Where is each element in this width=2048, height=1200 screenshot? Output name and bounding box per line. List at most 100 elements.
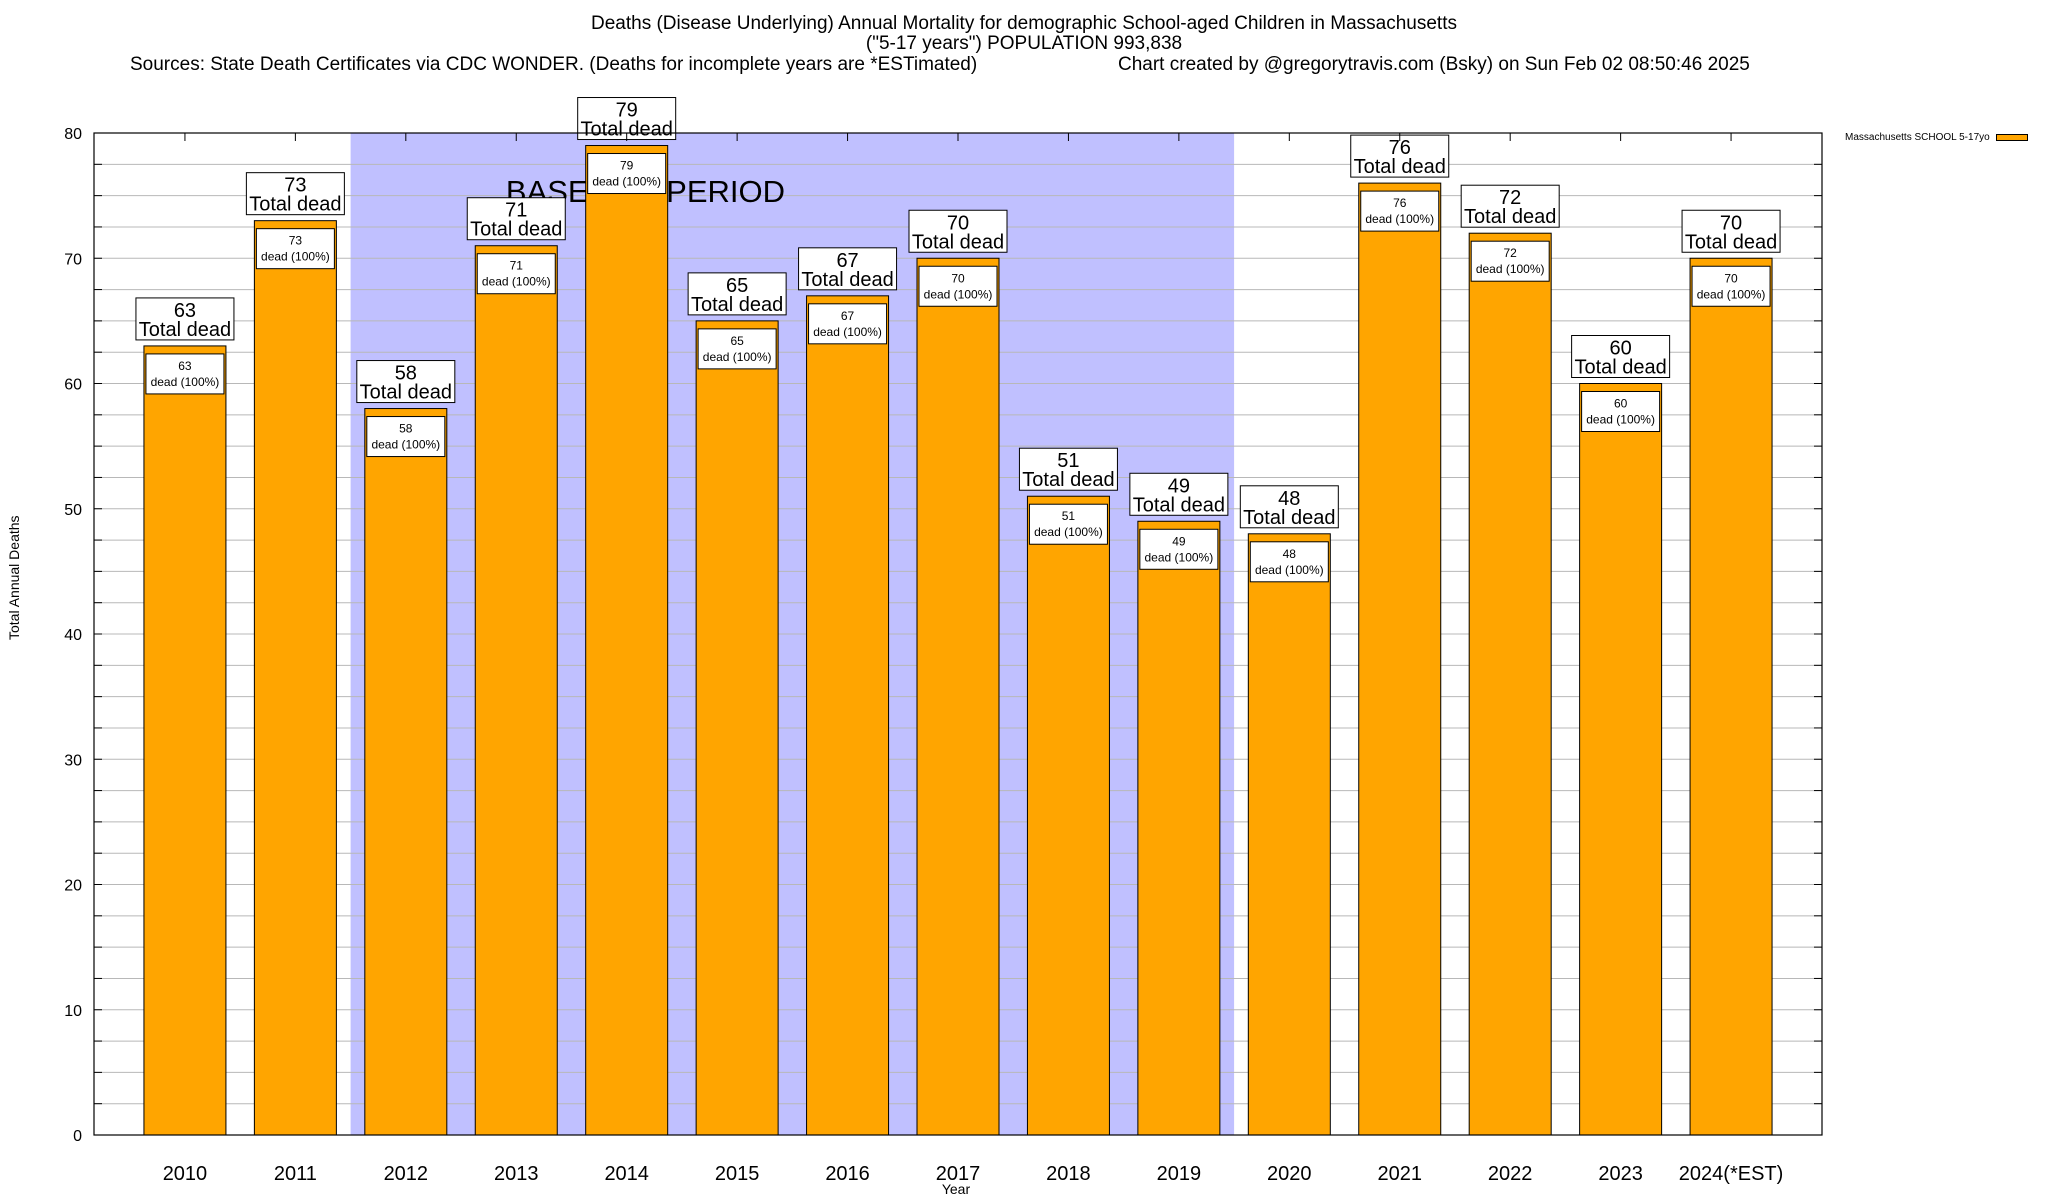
- bar-inner-percent-label: dead (100%): [592, 175, 661, 189]
- bar-total-label-box: [1239, 485, 1339, 529]
- bar-inner-value-label: 48: [1283, 547, 1297, 561]
- bar-total-text-label: Total dead: [1133, 494, 1225, 516]
- bar-inner-label-box: [366, 416, 446, 458]
- x-tick-label: 2016: [825, 1163, 870, 1185]
- bar-inner-value-label: 67: [841, 309, 855, 323]
- bar: [1468, 232, 1552, 1136]
- x-tick-label: 2015: [715, 1163, 760, 1185]
- bar-total-text-label: Total dead: [801, 269, 893, 291]
- bar-total-value-label: 70: [947, 212, 969, 234]
- bar-total-value-label: 73: [284, 175, 306, 197]
- bar: [364, 408, 448, 1136]
- y-tick-label: 60: [64, 377, 82, 394]
- bar-inner-value-label: 72: [1504, 246, 1518, 260]
- bar-inner-percent-label: dead (100%): [1476, 262, 1545, 276]
- plot-frame: [93, 132, 1823, 1136]
- bar-total-value-label: 51: [1057, 450, 1079, 472]
- bar-inner-percent-label: dead (100%): [1697, 287, 1766, 301]
- x-axis-label: Year: [941, 1181, 971, 1197]
- bar-inner-label-box: [1581, 391, 1661, 432]
- bar: [1579, 383, 1663, 1136]
- bar-inner-value-label: 70: [951, 271, 965, 285]
- bar: [585, 145, 669, 1136]
- bar-inner-percent-label: dead (100%): [1145, 550, 1214, 564]
- bar-total-label-box: [798, 247, 898, 291]
- y-axis-label: Total Annual Deaths: [6, 515, 22, 640]
- bar-total-label-box: [356, 360, 456, 404]
- x-tick-label: 2012: [384, 1163, 429, 1185]
- bar-inner-percent-label: dead (100%): [482, 275, 551, 289]
- legend-label: Massachusetts SCHOOL 5-17yo: [1845, 132, 1990, 143]
- bar-inner-percent-label: dead (100%): [371, 438, 440, 452]
- bar-inner-value-label: 58: [399, 422, 413, 436]
- bar-total-label-box: [1681, 209, 1781, 253]
- bar: [806, 295, 890, 1136]
- bar-total-text-label: Total dead: [1354, 156, 1446, 178]
- bar-inner-label-box: [808, 303, 888, 345]
- x-tick-label: 2010: [163, 1163, 208, 1185]
- chart-title: Deaths (Disease Underlying) Annual Morta…: [591, 13, 1457, 34]
- bar-inner-percent-label: dead (100%): [1365, 212, 1434, 226]
- bar-inner-value-label: 60: [1614, 397, 1628, 411]
- bar-total-value-label: 63: [174, 300, 196, 322]
- bar-total-label-box: [687, 272, 787, 316]
- legend-swatch: [1995, 134, 2028, 141]
- bar-total-value-label: 49: [1168, 475, 1190, 497]
- x-tick-label: 2013: [494, 1163, 539, 1185]
- y-tick-label: 40: [64, 627, 82, 644]
- bar-total-value-label: 70: [1720, 212, 1742, 234]
- bar-inner-label-box: [1691, 265, 1771, 307]
- y-tick-label: 0: [73, 1128, 82, 1145]
- bar-total-text-label: Total dead: [912, 231, 1004, 253]
- bar-inner-label-box: [697, 328, 777, 370]
- x-tick-label: 2011: [274, 1163, 317, 1185]
- bar-total-label-box: [1460, 184, 1560, 228]
- bar-total-value-label: 67: [836, 250, 858, 272]
- chart-credit: Chart created by @gregorytravis.com (Bsk…: [1118, 54, 1750, 75]
- x-tick-label: 2014: [604, 1163, 649, 1185]
- bar: [1247, 533, 1331, 1136]
- bar-inner-label-box: [255, 228, 335, 270]
- bar-inner-percent-label: dead (100%): [1034, 525, 1103, 539]
- bar-total-text-label: Total dead: [249, 194, 341, 216]
- bar-inner-value-label: 51: [1062, 509, 1076, 523]
- bar-total-text-label: Total dead: [1022, 469, 1114, 491]
- x-tick-label: 2021: [1377, 1163, 1422, 1185]
- bar-inner-value-label: 76: [1393, 196, 1407, 210]
- bar-inner-label-box: [1360, 190, 1440, 232]
- bar-inner-label-box: [1470, 240, 1550, 282]
- bar-inner-value-label: 65: [730, 334, 744, 348]
- y-tick-label: 80: [64, 126, 82, 143]
- bar-total-value-label: 48: [1278, 488, 1300, 510]
- x-tick-label: 2022: [1488, 1163, 1533, 1185]
- bar-total-text-label: Total dead: [470, 219, 562, 241]
- bar: [695, 320, 779, 1136]
- bar-total-text-label: Total dead: [139, 319, 231, 341]
- bar-inner-value-label: 79: [620, 159, 634, 173]
- bar-inner-percent-label: dead (100%): [261, 250, 330, 264]
- bar-inner-percent-label: dead (100%): [1255, 563, 1324, 577]
- bar-inner-percent-label: dead (100%): [703, 350, 772, 364]
- bar-inner-percent-label: dead (100%): [924, 287, 993, 301]
- bar-total-text-label: Total dead: [581, 119, 673, 141]
- y-tick-label: 30: [64, 752, 82, 769]
- bar: [1689, 257, 1773, 1136]
- bar-inner-label-box: [1028, 503, 1108, 545]
- bar-total-label-box: [908, 209, 1008, 253]
- legend: Massachusetts SCHOOL 5-17yo: [1845, 132, 2028, 143]
- bar-total-label-box: [466, 197, 566, 241]
- x-tick-label: 2020: [1267, 1163, 1312, 1185]
- bar-inner-label-box: [587, 153, 667, 195]
- bar-total-value-label: 58: [395, 363, 417, 385]
- bar-total-text-label: Total dead: [1574, 357, 1666, 379]
- bar-inner-label-box: [1249, 541, 1329, 583]
- bar-inner-percent-label: dead (100%): [1586, 413, 1655, 427]
- bar-inner-label-box: [476, 253, 556, 295]
- bar-total-text-label: Total dead: [1243, 507, 1335, 529]
- x-tick-label: 2024(*EST): [1679, 1163, 1784, 1185]
- y-tick-label: 10: [64, 1003, 82, 1020]
- bar-total-label-box: [1129, 472, 1229, 516]
- y-tick-label: 20: [64, 878, 82, 895]
- bar-total-label-box: [1018, 447, 1118, 491]
